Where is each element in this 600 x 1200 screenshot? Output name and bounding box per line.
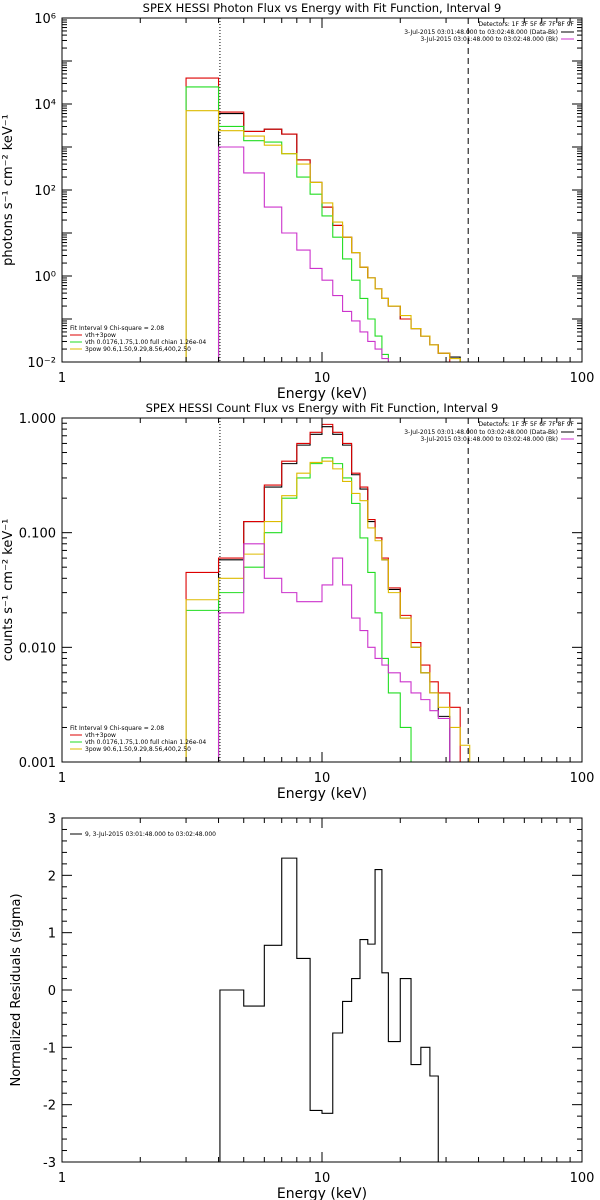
- x-axis: 1 10 100 Energy (keV): [58, 418, 595, 802]
- legend-fit: Fit Interval 9 Chi-square = 2.08vth+3pow…: [70, 725, 206, 753]
- plot-area: [185, 18, 469, 362]
- photon-flux-panel: SPEX HESSI Photon Flux vs Energy with Fi…: [1, 1, 595, 402]
- legend-entry-label: vth+3pow: [85, 732, 116, 739]
- chart-title: SPEX HESSI Count Flux vs Energy with Fit…: [146, 401, 499, 415]
- x-tick-label: 10: [314, 1171, 331, 1186]
- x-tick-label: 10: [314, 371, 331, 386]
- legend-entry-label: vth 0.0176,1.75,1.00 full chian 1.26e-04: [85, 739, 206, 746]
- y-tick-label: 10⁴: [34, 98, 56, 113]
- x-axis: 1 10 100 Energy (keV): [58, 818, 595, 1200]
- y-axis-label: Normalized Residuals (sigma): [9, 893, 24, 1086]
- chart-title: SPEX HESSI Photon Flux vs Energy with Fi…: [143, 1, 502, 15]
- plot-area: [219, 857, 439, 1162]
- legend-entry-label: 3pow 90.6,1.50,9.29,8.56,400,2.50: [85, 346, 191, 353]
- legend-entry-label: vth+3pow: [85, 332, 116, 339]
- legend-header: Detectors: 1F 3F 5F 6F 7F 8F 9F: [478, 21, 574, 28]
- series-vth+3pow-line: [185, 423, 461, 762]
- series-residuals-line: [219, 857, 439, 1162]
- y-tick-label: 1.000: [19, 412, 56, 427]
- x-axis: 1 10 100 Energy (keV): [58, 18, 595, 402]
- legend-detectors: Detectors: 1F 3F 5F 6F 7F 8F 9F3-Jul-201…: [404, 421, 574, 443]
- y-axis: -3 -2 -1 0 1 2 3 Normalized Residuals (sigma): [9, 812, 582, 1171]
- legend-entry-label: 9, 3-Jul-2015 03:01:48.000 to 03:02:48.0…: [85, 831, 216, 838]
- legend-header: Fit Interval 9 Chi-square = 2.08: [70, 725, 164, 732]
- y-tick-label: 1: [48, 927, 56, 942]
- series-data-line: [217, 112, 461, 362]
- residuals-panel: 1 10 100 Energy (keV) -3 -2 -1 0 1 2 3 Normalized R…: [9, 812, 594, 1200]
- y-tick-label: 0.100: [19, 527, 56, 542]
- legend-entry-label: 3pow 90.6,1.50,9.29,8.56,400,2.50: [85, 746, 191, 753]
- y-tick-label: 10⁶: [34, 12, 56, 27]
- y-tick-label: -2: [43, 1099, 56, 1114]
- y-tick-label: 0.001: [19, 756, 56, 771]
- x-axis-label: Energy (keV): [277, 1186, 367, 1200]
- y-tick-label: 0: [48, 984, 56, 999]
- y-axis-label: counts s⁻¹ cm⁻² keV⁻¹: [1, 519, 16, 662]
- y-axis: 0.001 0.010 0.100 1.000 counts s⁻¹ cm⁻² keV⁻…: [1, 412, 582, 771]
- y-tick-label: 10⁻²: [27, 356, 56, 371]
- y-axis-label: photons s⁻¹ cm⁻² keV⁻¹: [1, 114, 16, 266]
- legend-header: Detectors: 1F 3F 5F 6F 7F 8F 9F: [478, 421, 574, 428]
- legend-header: Fit Interval 9 Chi-square = 2.08: [70, 325, 164, 332]
- y-axis: 10⁻² 10⁰ 10² 10⁴ 10⁶ photons s⁻¹ cm⁻² keV⁻¹: [1, 12, 582, 371]
- x-tick-label: 1: [58, 371, 66, 386]
- x-axis-label: Energy (keV): [277, 386, 367, 402]
- series-data-line: [217, 426, 451, 762]
- legend-entry-label: 3-Jul-2015 03:01:48.000 to 03:02:48.000 …: [404, 29, 558, 36]
- series-vth-line: [185, 457, 412, 762]
- legend-entry-label: vth 0.0176,1.75,1.00 full chian 1.26e-04: [85, 339, 206, 346]
- legend-fit: 9, 3-Jul-2015 03:01:48.000 to 03:02:48.0…: [70, 831, 216, 838]
- series-background-line: [217, 146, 389, 362]
- legend-entry-label: 3-Jul-2015 03:01:48.000 to 03:02:48.000 …: [420, 436, 558, 443]
- x-tick-label: 100: [570, 1171, 595, 1186]
- legend-entry-label: 3-Jul-2015 03:01:48.000 to 03:02:48.000 …: [420, 36, 558, 43]
- legend-entry-label: 3-Jul-2015 03:01:48.000 to 03:02:48.000 …: [404, 429, 558, 436]
- legend-fit: Fit Interval 9 Chi-square = 2.08vth+3pow…: [70, 325, 206, 353]
- x-tick-label: 1: [58, 771, 66, 786]
- series-3pow-line: [185, 110, 461, 362]
- y-tick-label: 3: [48, 812, 56, 827]
- x-tick-label: 10: [314, 771, 331, 786]
- y-tick-label: -1: [43, 1041, 56, 1056]
- plot-area: [185, 418, 480, 762]
- series-vth-line: [185, 86, 389, 362]
- x-tick-label: 1: [58, 1171, 66, 1186]
- y-tick-label: 10²: [34, 184, 56, 199]
- x-tick-label: 100: [570, 771, 595, 786]
- count-flux-panel: SPEX HESSI Count Flux vs Energy with Fit…: [1, 401, 595, 802]
- y-tick-label: 10⁰: [34, 270, 56, 285]
- series-background-line: [217, 543, 451, 762]
- y-tick-label: -3: [43, 1156, 56, 1171]
- legend-detectors: Detectors: 1F 3F 5F 6F 7F 8F 9F3-Jul-201…: [404, 21, 574, 43]
- x-axis-label: Energy (keV): [277, 786, 367, 802]
- y-tick-label: 2: [48, 869, 56, 884]
- x-tick-label: 100: [570, 371, 595, 386]
- series-3pow-line: [185, 460, 480, 762]
- y-tick-label: 0.010: [19, 641, 56, 656]
